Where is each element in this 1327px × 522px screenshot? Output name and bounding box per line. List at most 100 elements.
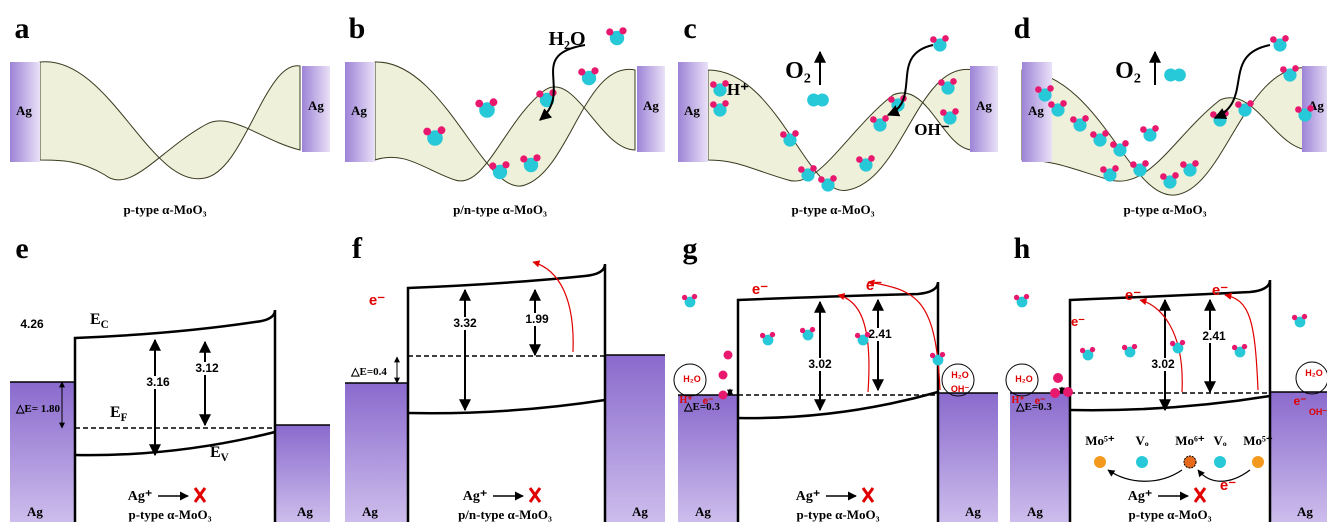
species: H₂O (1015, 374, 1033, 384)
electrode-label: Ag (632, 504, 648, 519)
species: H₂O (1305, 368, 1323, 378)
gas-label: O₂ (1115, 58, 1141, 84)
defect-site (1136, 456, 1148, 468)
species: H₂O (683, 374, 701, 384)
cycle (1296, 362, 1327, 394)
defect-site (1214, 456, 1226, 468)
electron: e⁻ (1071, 314, 1085, 329)
semiconductor-fill (738, 300, 938, 522)
panel-label: e (15, 232, 28, 265)
proton (724, 351, 733, 360)
proton (1053, 373, 1063, 383)
proton (1063, 387, 1073, 397)
electrode-label: Ag (1028, 103, 1044, 118)
ion-label: H⁺ (727, 80, 749, 99)
gap-value: 2.41 (1202, 329, 1226, 343)
oxygen-molecule (807, 94, 829, 107)
electron: e⁻ (369, 292, 385, 309)
conduction-band-label: EC (90, 311, 109, 331)
species: H⁺ (1011, 395, 1024, 406)
water-molecule (682, 294, 697, 308)
caption: p-type α-MoO₃ (1128, 507, 1211, 522)
caption: p-type α-MoO₃ (128, 507, 211, 522)
species: H⁺ (679, 395, 692, 406)
proton (1050, 388, 1060, 398)
electrode-label: Ag (297, 504, 313, 519)
electrode-label: Ag (362, 504, 378, 519)
water-molecule (1140, 125, 1159, 142)
defect-label: Vₒ (1213, 433, 1226, 448)
water-molecule (606, 27, 626, 45)
species: H₂O (951, 370, 969, 380)
proton (719, 391, 728, 400)
defect-label: Mo⁵⁺ (1243, 433, 1273, 448)
ag-region (938, 393, 998, 522)
defect-site (1094, 456, 1106, 468)
caption: p/n-type α-MoO₃ (453, 202, 547, 217)
species: e⁻ (1293, 394, 1306, 408)
electrode-label: Ag (976, 98, 992, 113)
panel-label: h (1014, 232, 1031, 265)
species: OH⁻ (1309, 407, 1327, 417)
panel-label: b (349, 12, 366, 45)
panel-c: Ag Ag c p-type α-MoO₃ O₂ H⁺ OH⁻ (678, 12, 998, 217)
valence-band-label-sub: V (221, 452, 229, 464)
water-molecule (930, 35, 949, 52)
gap-value: 3.12 (195, 361, 219, 375)
electrode-label: Ag (1027, 504, 1043, 519)
electrode-label: Ag (965, 504, 981, 519)
defect-site (1252, 456, 1264, 468)
caption: p-type α-MoO₃ (791, 202, 874, 217)
conduction-band-label-base: E (90, 311, 101, 328)
panel-label: c (683, 12, 696, 45)
ag-region (678, 395, 738, 522)
gap-value: 1.99 (525, 312, 549, 326)
water-molecule (1014, 294, 1029, 308)
ion-label: OH⁻ (914, 120, 949, 139)
energy-offset: △E=0.4 (350, 366, 387, 378)
electrode-label: Ag (684, 103, 700, 118)
electron: e⁻ (1212, 282, 1228, 299)
defect-site (1184, 456, 1196, 468)
energy-offset: △E= 1.80 (15, 403, 61, 415)
electrode-label: Ag (16, 103, 32, 118)
electrode-label: Ag (695, 504, 711, 519)
fermi-level-label-sub: F (121, 412, 128, 424)
electrode-label: Ag (351, 103, 367, 118)
gap-value: 3.16 (146, 375, 170, 389)
ion-label: Ag⁺ (796, 489, 821, 504)
ion-label: Ag⁺ (128, 489, 153, 504)
species: e⁻ (1035, 396, 1046, 407)
caption: p/n-type α-MoO₃ (458, 507, 552, 522)
semiconductor-fill (75, 338, 275, 522)
mo-o3-ribbon (40, 62, 300, 180)
defect-label: Mo⁵⁺ (1085, 433, 1115, 448)
electrode-label: Ag (308, 98, 324, 113)
proton (719, 371, 728, 380)
ag-region (345, 383, 408, 522)
page: Ag Ag a p-type α-MoO₃ Ag Ag b p/n-type α-MoO₃ H₂… (0, 0, 1327, 522)
panel-a: Ag Ag a p-type α-MoO₃ (10, 12, 330, 217)
water-molecule (475, 98, 497, 118)
electrode-label: Ag (27, 504, 43, 519)
gap-value: 3.02 (808, 357, 832, 371)
gas-label: O₂ (785, 58, 811, 84)
electron: e⁻ (866, 277, 882, 294)
gap-value: 3.02 (1151, 357, 1175, 371)
figure: Ag Ag a p-type α-MoO₃ Ag Ag b p/n-type α-MoO₃ H₂… (0, 0, 1327, 522)
panel-label: a (15, 12, 30, 45)
valence-band-label-base: E (210, 444, 221, 461)
gap-value: 2.41 (868, 327, 892, 341)
water-molecule (1292, 314, 1307, 328)
water-molecule (578, 67, 598, 85)
electrode-label: Ag (1297, 504, 1313, 519)
caption: p-type α-MoO₃ (123, 202, 206, 217)
electron: e⁻ (752, 281, 768, 298)
panel-label: g (683, 232, 698, 265)
fermi-level-label-base: E (110, 404, 121, 421)
